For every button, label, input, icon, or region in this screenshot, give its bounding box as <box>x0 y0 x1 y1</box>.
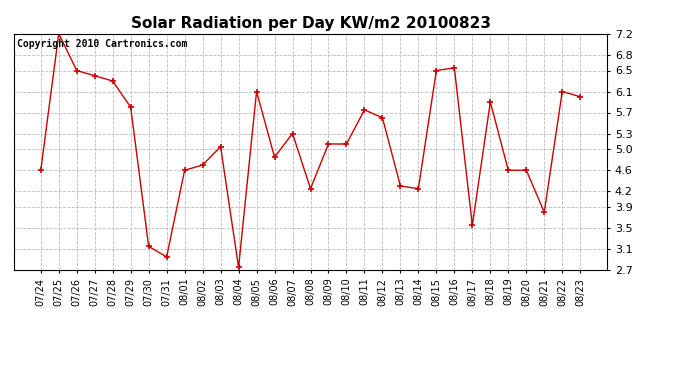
Title: Solar Radiation per Day KW/m2 20100823: Solar Radiation per Day KW/m2 20100823 <box>130 16 491 31</box>
Text: Copyright 2010 Cartronics.com: Copyright 2010 Cartronics.com <box>17 39 187 48</box>
